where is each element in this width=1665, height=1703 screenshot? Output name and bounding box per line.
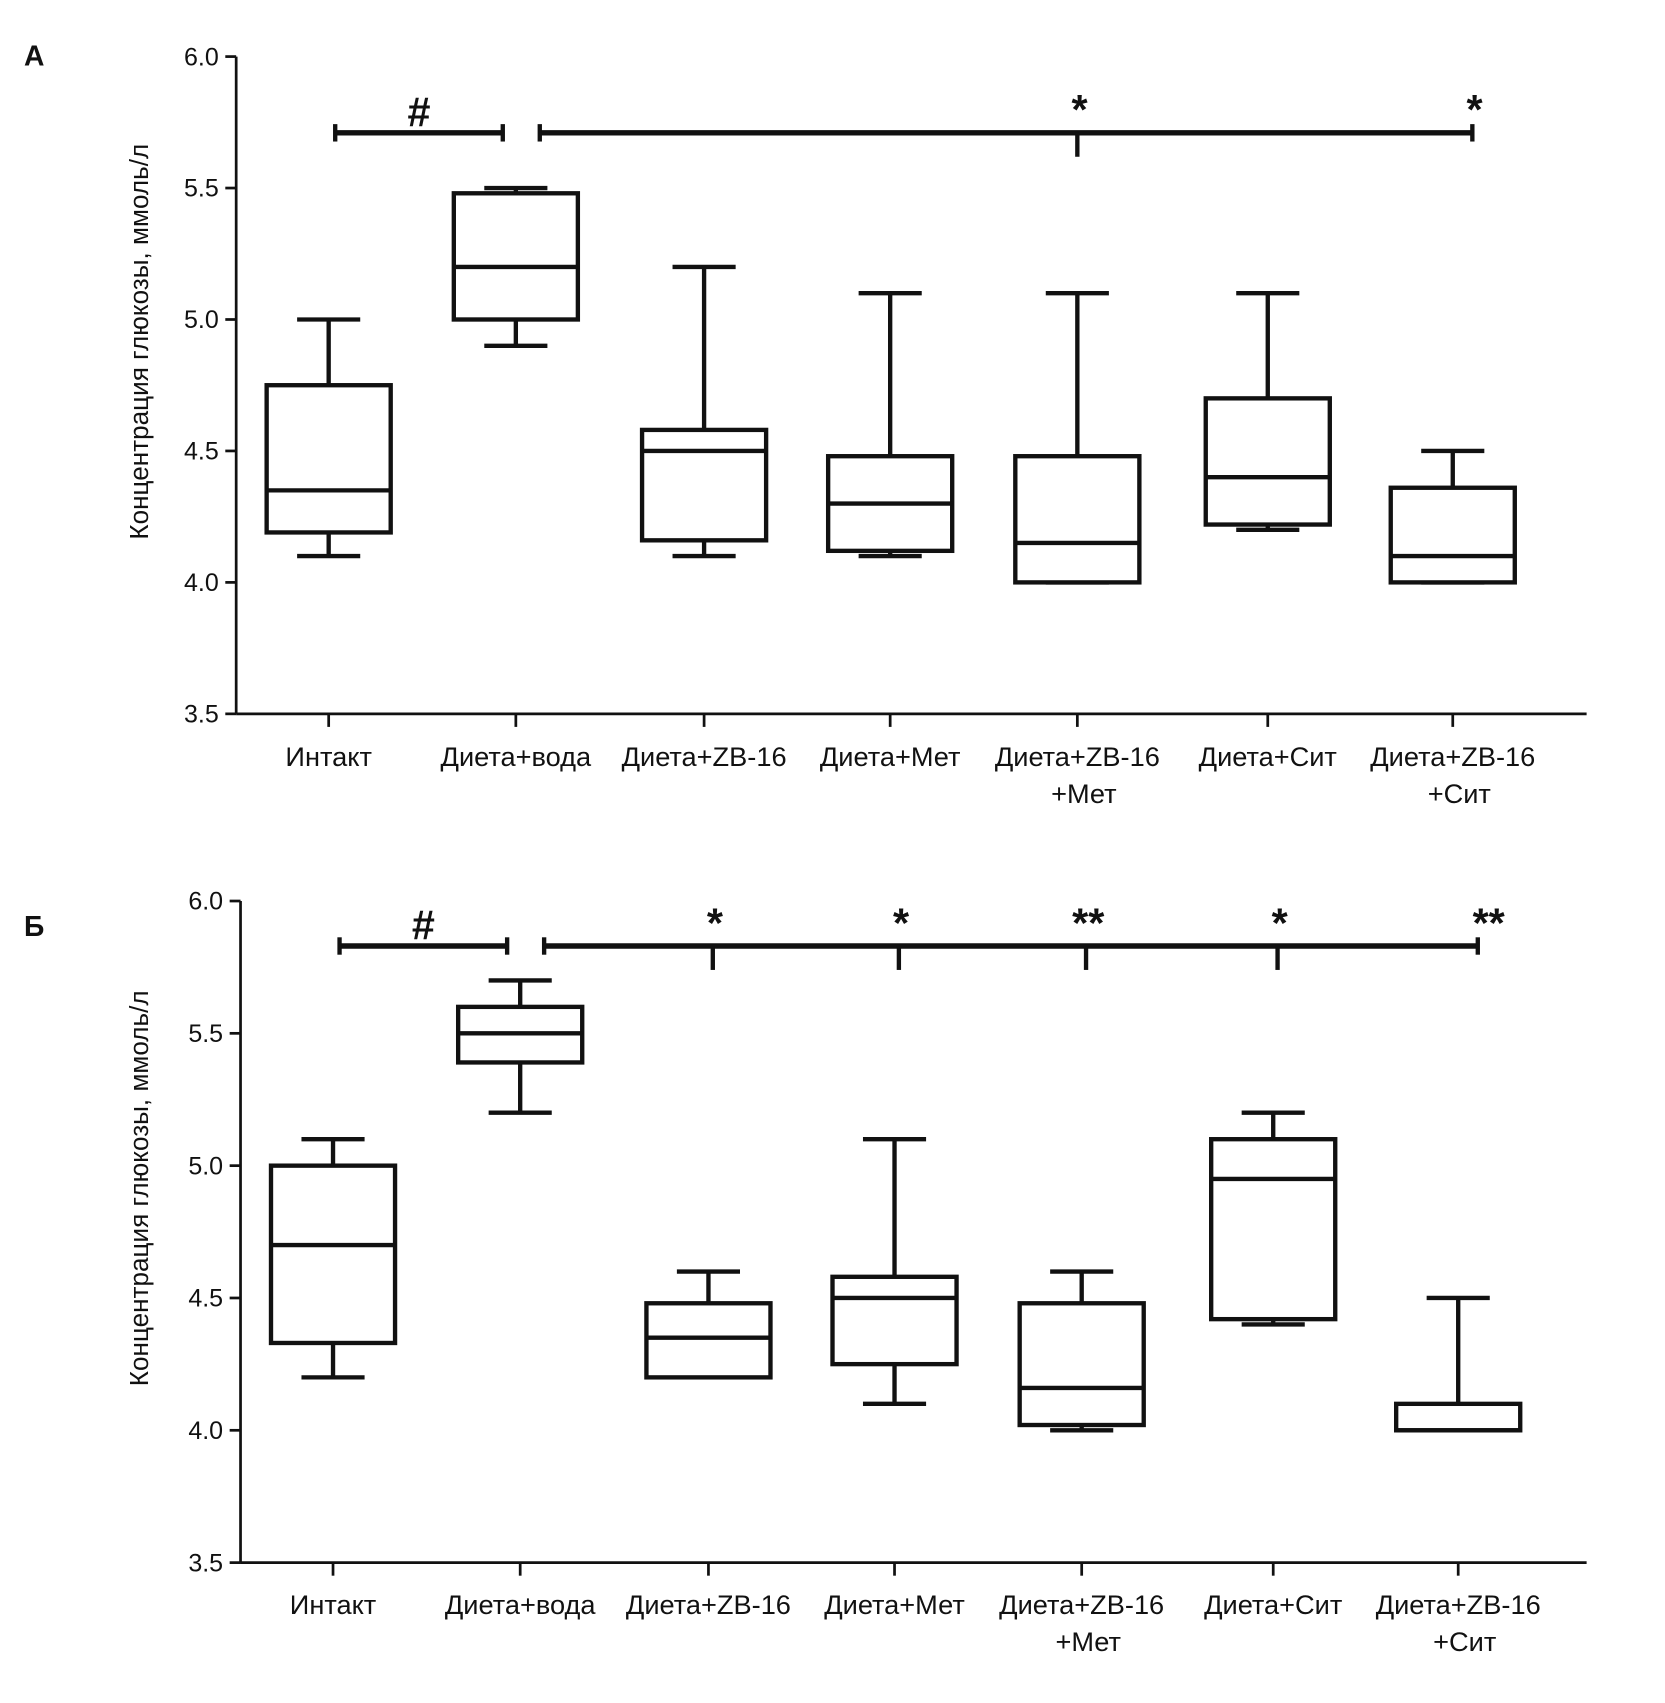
- x-tick-label: Диета+ZB-16: [622, 741, 787, 772]
- panel-b: Б 3.5 4.0 4.5 5.0 5.5 6.0 Концентрация глюкозы,…: [24, 888, 1587, 1657]
- y-axis-label: Концентрация глюкозы, ммоль/л: [124, 144, 154, 540]
- y-tick-label: 5.0: [188, 1152, 223, 1180]
- x-tick-label: Интакт: [285, 741, 371, 772]
- significance-annotations: # * * ** * **: [337, 900, 1506, 970]
- box-iqr: [1203, 396, 1332, 527]
- y-tick-label: 3.5: [188, 1549, 223, 1577]
- box-0: [268, 1137, 398, 1380]
- box-iqr: [1017, 1301, 1146, 1428]
- significance-annotations: # * *: [333, 87, 1483, 157]
- box-6: [1394, 1295, 1523, 1433]
- panel-label: А: [24, 39, 44, 71]
- box-0: [264, 317, 393, 559]
- y-tick-label: 4.0: [188, 1417, 223, 1445]
- box-iqr: [639, 427, 769, 543]
- asterisk-marker: **: [1072, 900, 1105, 946]
- x-tick-label: Диета+вода: [441, 741, 592, 772]
- x-tick-label: Диета+ZB-16: [999, 1589, 1164, 1620]
- asterisk-marker: *: [1466, 87, 1483, 133]
- box-iqr: [451, 191, 581, 322]
- asterisk-marker: **: [1473, 900, 1506, 946]
- asterisk-marker: *: [1272, 900, 1289, 946]
- x-tick-label: Диета+ZB-16: [1370, 741, 1535, 772]
- asterisk-marker: *: [893, 900, 910, 946]
- hash-marker: #: [412, 902, 435, 948]
- box-iqr: [268, 1163, 398, 1346]
- x-tick-label: Диета+Сит: [1204, 1589, 1342, 1620]
- x-tick-label: +Сит: [1428, 778, 1491, 809]
- x-tick-label: Диета+Мет: [824, 1589, 965, 1620]
- box-iqr: [1013, 454, 1142, 585]
- x-tick-label: Интакт: [290, 1589, 376, 1620]
- x-tick-label: Диета+ZB-16: [1376, 1589, 1541, 1620]
- box-2: [639, 264, 769, 559]
- y-tick-label: 4.0: [184, 569, 219, 597]
- y-tick-label: 6.0: [184, 43, 219, 71]
- asterisk-marker: *: [707, 900, 724, 946]
- x-tick-label: +Сит: [1433, 1626, 1496, 1657]
- box-2: [644, 1269, 773, 1380]
- x-tick-label: Диета+ZB-16: [995, 741, 1160, 772]
- panel-label: Б: [24, 910, 44, 942]
- x-tick-label: Диета+Мет: [820, 741, 961, 772]
- box-iqr: [644, 1301, 773, 1380]
- box-5: [1203, 291, 1332, 532]
- box-iqr: [1388, 485, 1517, 585]
- x-tick-label: Диета+Сит: [1199, 741, 1337, 772]
- box-iqr: [264, 383, 393, 535]
- y-tick-label: 4.5: [188, 1285, 223, 1313]
- box-1: [455, 978, 585, 1115]
- box-1: [451, 185, 581, 348]
- x-tick-label: +Мет: [1051, 778, 1117, 809]
- x-tick-label: Диета+вода: [445, 1589, 596, 1620]
- x-tick-label: +Мет: [1055, 1626, 1120, 1657]
- box-4: [1013, 291, 1142, 585]
- hash-marker: #: [407, 89, 430, 135]
- box-6: [1388, 448, 1517, 585]
- box-3: [825, 291, 955, 559]
- y-tick-label: 6.0: [188, 888, 223, 916]
- asterisk-marker: *: [1071, 87, 1088, 133]
- y-axis-label: Концентрация глюкозы, ммоль/л: [124, 990, 154, 1386]
- box-iqr: [1209, 1137, 1338, 1322]
- y-tick-label: 5.5: [188, 1020, 223, 1048]
- y-tick-label: 4.5: [184, 438, 219, 466]
- y-tick-label: 3.5: [184, 701, 219, 729]
- panel-a: А 3.5 4.0 4.5 5.0 5.5 6.0 Концентрация глюкозы,…: [24, 39, 1587, 809]
- box-4: [1017, 1269, 1146, 1433]
- y-tick-label: 5.5: [184, 175, 219, 203]
- box-5: [1209, 1110, 1338, 1327]
- box-3: [830, 1137, 959, 1407]
- box-iqr: [1394, 1401, 1523, 1433]
- box-iqr: [830, 1274, 959, 1367]
- y-tick-label: 5.0: [184, 306, 219, 334]
- x-tick-label: Диета+ZB-16: [626, 1589, 791, 1620]
